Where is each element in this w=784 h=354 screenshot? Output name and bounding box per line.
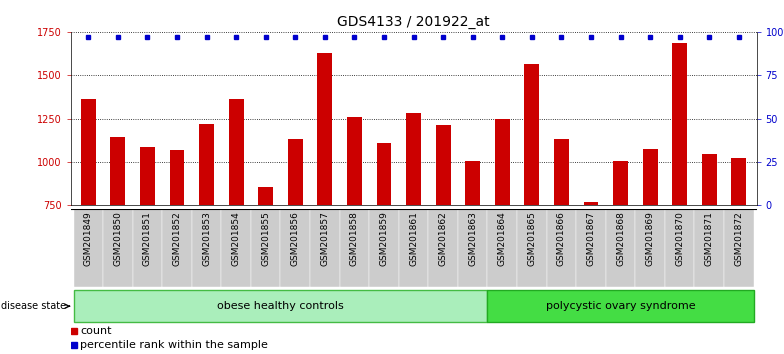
- Bar: [428, 209, 458, 287]
- Bar: [436, 125, 451, 205]
- Bar: [103, 209, 132, 287]
- Bar: [288, 139, 303, 205]
- Bar: [310, 209, 339, 287]
- Text: GSM201861: GSM201861: [409, 211, 418, 266]
- Text: GSM201864: GSM201864: [498, 211, 506, 266]
- Bar: [576, 209, 606, 287]
- Bar: [495, 119, 510, 205]
- Bar: [488, 209, 517, 287]
- Bar: [221, 209, 251, 287]
- Text: GSM201857: GSM201857: [321, 211, 329, 266]
- Text: GSM201868: GSM201868: [616, 211, 625, 266]
- Bar: [702, 154, 717, 205]
- Bar: [192, 209, 221, 287]
- Bar: [546, 209, 576, 287]
- Text: GSM201855: GSM201855: [261, 211, 270, 266]
- Text: GSM201852: GSM201852: [172, 211, 182, 266]
- Text: GSM201854: GSM201854: [231, 211, 241, 266]
- Bar: [724, 209, 753, 287]
- Bar: [74, 209, 103, 287]
- Text: GSM201851: GSM201851: [143, 211, 152, 266]
- Text: GSM201849: GSM201849: [84, 211, 93, 266]
- Bar: [399, 209, 428, 287]
- Text: GSM201853: GSM201853: [202, 211, 211, 266]
- Bar: [140, 147, 154, 205]
- Bar: [281, 209, 310, 287]
- Bar: [466, 161, 480, 205]
- Text: obese healthy controls: obese healthy controls: [217, 301, 344, 311]
- Bar: [673, 43, 687, 205]
- Bar: [583, 202, 598, 205]
- Bar: [74, 290, 488, 322]
- Text: GSM201859: GSM201859: [379, 211, 389, 266]
- Text: GSM201863: GSM201863: [468, 211, 477, 266]
- Title: GDS4133 / 201922_at: GDS4133 / 201922_at: [337, 16, 490, 29]
- Bar: [488, 290, 753, 322]
- Bar: [111, 137, 125, 205]
- Bar: [554, 139, 569, 205]
- Text: GSM201862: GSM201862: [438, 211, 448, 266]
- Text: disease state: disease state: [2, 301, 70, 311]
- Text: GSM201871: GSM201871: [705, 211, 713, 266]
- Bar: [81, 99, 96, 205]
- Text: count: count: [80, 326, 112, 336]
- Bar: [376, 143, 391, 205]
- Text: GSM201865: GSM201865: [528, 211, 536, 266]
- Text: percentile rank within the sample: percentile rank within the sample: [80, 340, 268, 350]
- Bar: [251, 209, 281, 287]
- Text: GSM201850: GSM201850: [114, 211, 122, 266]
- Bar: [524, 64, 539, 205]
- Bar: [665, 209, 695, 287]
- Text: GSM201872: GSM201872: [735, 211, 743, 266]
- Bar: [132, 209, 162, 287]
- Bar: [318, 53, 332, 205]
- Text: GSM201867: GSM201867: [586, 211, 596, 266]
- Text: GSM201866: GSM201866: [557, 211, 566, 266]
- Bar: [606, 209, 635, 287]
- Bar: [613, 161, 628, 205]
- Text: GSM201869: GSM201869: [645, 211, 655, 266]
- Text: polycystic ovary syndrome: polycystic ovary syndrome: [546, 301, 695, 311]
- Bar: [229, 99, 244, 205]
- Bar: [258, 187, 273, 205]
- Text: GSM201858: GSM201858: [350, 211, 359, 266]
- Bar: [517, 209, 546, 287]
- Bar: [339, 209, 369, 287]
- Bar: [406, 113, 421, 205]
- Text: GSM201856: GSM201856: [291, 211, 299, 266]
- Bar: [643, 149, 658, 205]
- Bar: [369, 209, 399, 287]
- Bar: [199, 124, 214, 205]
- Bar: [458, 209, 488, 287]
- Bar: [635, 209, 665, 287]
- Text: GSM201870: GSM201870: [675, 211, 684, 266]
- Bar: [731, 159, 746, 205]
- Bar: [347, 117, 361, 205]
- Bar: [162, 209, 192, 287]
- Bar: [695, 209, 724, 287]
- Bar: [169, 150, 184, 205]
